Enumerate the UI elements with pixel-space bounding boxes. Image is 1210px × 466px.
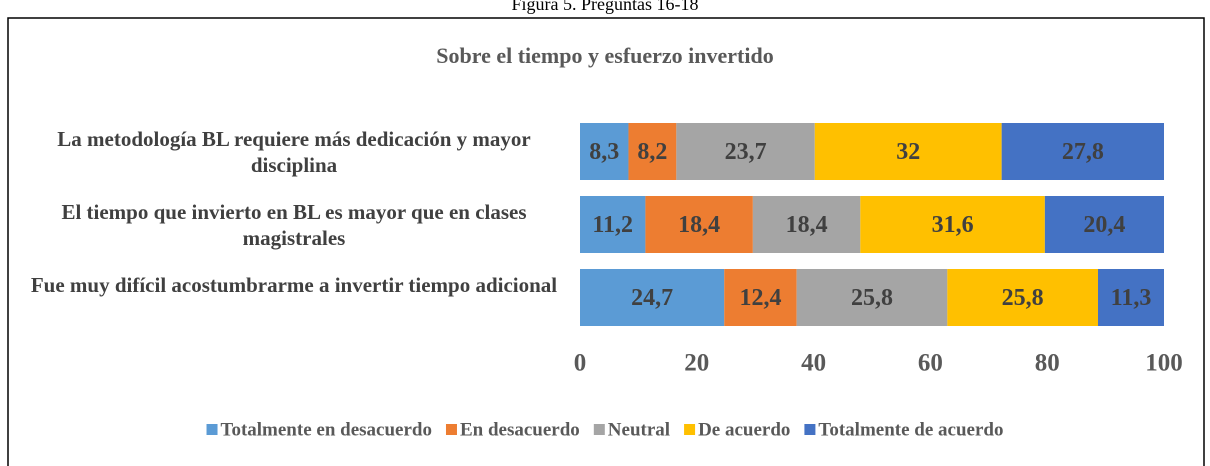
bar-segment <box>645 196 753 253</box>
bar-segment <box>1098 269 1164 326</box>
legend-label: De acuerdo <box>698 419 790 440</box>
category-label: El tiempo que invierto en BL es mayor qu… <box>61 199 527 250</box>
data-label: 8,2 <box>637 139 667 165</box>
data-label: 25,8 <box>851 285 893 311</box>
data-label: 11,3 <box>1111 285 1152 311</box>
data-label: 18,4 <box>678 212 720 238</box>
data-label: 31,6 <box>932 212 974 238</box>
data-label: 8,3 <box>589 139 619 165</box>
legend-swatch <box>804 424 816 435</box>
x-tick-label: 0 <box>574 350 587 377</box>
legend-label: Totalmente en desacuerdo <box>221 419 432 440</box>
data-label: 12,4 <box>739 285 781 311</box>
caption: Figura 5. Preguntas 16-18 <box>512 0 699 14</box>
legend-label: Neutral <box>608 419 670 440</box>
legend-swatch <box>593 424 605 435</box>
x-tick-label: 100 <box>1145 350 1183 377</box>
bar-segment <box>580 269 725 326</box>
bar-segment <box>628 123 677 180</box>
bar-segment <box>580 196 646 253</box>
bar-segment <box>814 123 1002 180</box>
x-tick-label: 60 <box>918 350 943 377</box>
bar-segment <box>676 123 815 180</box>
legend-label: En desacuerdo <box>460 419 580 440</box>
legend-swatch <box>206 424 218 435</box>
bar-segment <box>752 196 861 253</box>
data-label: 25,8 <box>1002 285 1044 311</box>
category-label: La metodología BL requiere más dedicació… <box>57 126 531 177</box>
bar-segment <box>724 269 797 326</box>
chart-title: Sobre el tiempo y esfuerzo invertido <box>436 43 773 68</box>
legend-swatch <box>445 424 457 435</box>
data-label: 11,2 <box>592 212 633 238</box>
data-label: 32 <box>896 139 920 165</box>
bar-segment <box>1044 196 1164 253</box>
bar-segment <box>580 123 629 180</box>
category-label: Fue muy difícil acostumbrarme a invertir… <box>30 272 558 297</box>
legend-label: Totalmente de acuerdo <box>818 419 1003 440</box>
x-tick-label: 80 <box>1035 350 1060 377</box>
x-tick-label: 40 <box>801 350 826 377</box>
bar-segment <box>796 269 948 326</box>
data-label: 24,7 <box>631 285 673 311</box>
caption-band <box>0 0 1210 17</box>
data-label: 20,4 <box>1083 212 1125 238</box>
data-label: 27,8 <box>1062 139 1104 165</box>
data-label: 23,7 <box>725 139 767 165</box>
x-tick-label: 20 <box>684 350 709 377</box>
bar-segment <box>860 196 1045 253</box>
legend-swatch <box>684 424 696 435</box>
data-label: 18,4 <box>786 212 828 238</box>
bar-segment <box>1001 123 1164 180</box>
bar-segment <box>947 269 1099 326</box>
